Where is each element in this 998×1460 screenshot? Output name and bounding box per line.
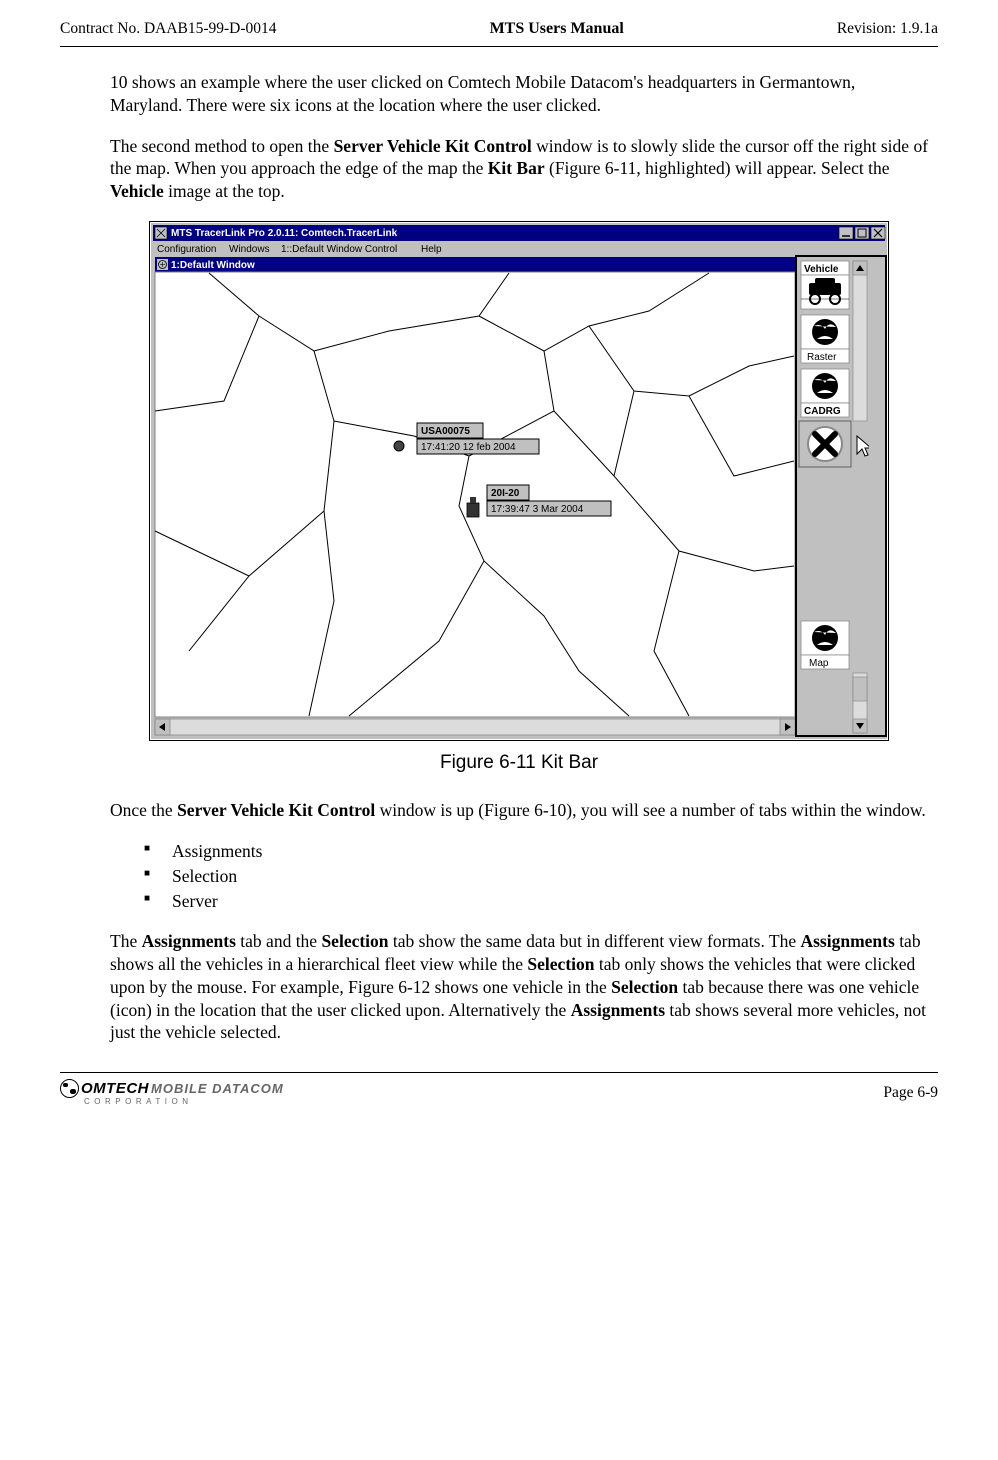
app-v-scrollbar[interactable] — [869, 257, 885, 735]
window-controls[interactable] — [839, 227, 885, 239]
figure-screenshot: MTS TracerLink Pro 2.0.11: Comtech.Trace… — [110, 221, 928, 741]
window-title: MTS TracerLink Pro 2.0.11: Comtech.Trace… — [171, 228, 398, 239]
kit-cadrg-button[interactable]: CADRG — [801, 369, 849, 417]
page-header: Contract No. DAAB15-99-D-0014 MTS Users … — [60, 20, 938, 38]
svg-text:20I-20: 20I-20 — [491, 488, 520, 499]
header-right: Revision: 1.9.1a — [837, 20, 938, 38]
text: window is up (Figure 6-10), you will see… — [375, 800, 926, 820]
paragraph-2: The second method to open the Server Veh… — [110, 135, 928, 203]
paragraph-1: 10 shows an example where the user click… — [110, 71, 928, 117]
bold-text: Server Vehicle Kit Control — [334, 136, 532, 156]
svg-text:CADRG: CADRG — [804, 406, 841, 417]
paragraph-3: Once the Server Vehicle Kit Control wind… — [110, 799, 928, 822]
kit-close-button[interactable] — [799, 421, 851, 467]
globe-icon — [60, 1079, 79, 1098]
bold-text: Selection — [527, 954, 594, 974]
list-item: Selection — [144, 865, 928, 888]
logo-brand-text: OMTECH — [81, 1080, 149, 1097]
kit-vehicle-button[interactable]: Vehicle — [801, 261, 849, 309]
text: tab show the same data but in different … — [389, 931, 801, 951]
header-left: Contract No. DAAB15-99-D-0014 — [60, 20, 277, 38]
bold-text: Server Vehicle Kit Control — [177, 800, 375, 820]
menu-item[interactable]: Windows — [229, 244, 270, 255]
footer-rule — [60, 1072, 938, 1073]
text: The — [110, 931, 142, 951]
svg-text:USA00075: USA00075 — [421, 426, 470, 437]
text: tab and the — [236, 931, 322, 951]
page-number: Page 6-9 — [883, 1084, 938, 1102]
text: image at the top. — [164, 181, 285, 201]
logo-sub-text: MOBILE DATACOM — [151, 1081, 284, 1096]
svg-text:17:39:47 3 Mar 2004: 17:39:47 3 Mar 2004 — [491, 504, 584, 515]
text: Once the — [110, 800, 177, 820]
bold-text: Selection — [321, 931, 388, 951]
header-center: MTS Users Manual — [490, 20, 624, 38]
logo-corporation-text: CORPORATION — [84, 1097, 284, 1106]
svg-text:Vehicle: Vehicle — [804, 264, 839, 275]
kit-raster-button[interactable]: Raster — [801, 315, 849, 363]
svg-text:17:41:20 12 feb 2004: 17:41:20 12 feb 2004 — [421, 442, 516, 453]
page-footer: OMTECH MOBILE DATACOM CORPORATION Page 6… — [60, 1079, 938, 1106]
paragraph-4: The Assignments tab and the Selection ta… — [110, 930, 928, 1044]
text: (Figure 6-11, highlighted) will appear. … — [545, 158, 890, 178]
text: The second method to open the — [110, 136, 334, 156]
kit-scrollbar[interactable] — [853, 261, 867, 421]
bold-text: Kit Bar — [488, 158, 545, 178]
tabs-list: Assignments Selection Server — [144, 840, 928, 912]
svg-text:Raster: Raster — [807, 352, 837, 363]
subwindow-title: 1:Default Window — [171, 260, 255, 271]
figure-caption: Figure 6-11 Kit Bar — [110, 751, 928, 776]
bold-text: Assignments — [800, 931, 894, 951]
list-item: Server — [144, 890, 928, 913]
menu-item[interactable]: Configuration — [157, 244, 216, 255]
content-area: 10 shows an example where the user click… — [60, 71, 938, 1044]
svg-text:Map: Map — [809, 658, 829, 669]
kit-map-button[interactable]: Map — [801, 621, 849, 669]
company-logo: OMTECH MOBILE DATACOM CORPORATION — [60, 1079, 284, 1106]
menu-item[interactable]: Help — [421, 244, 442, 255]
bold-text: Selection — [611, 977, 678, 997]
bold-text: Assignments — [571, 1000, 665, 1020]
header-rule — [60, 46, 938, 47]
bold-text: Vehicle — [110, 181, 164, 201]
h-scrollbar[interactable] — [155, 719, 795, 735]
bold-text: Assignments — [142, 931, 236, 951]
menu-item[interactable]: 1::Default Window Control — [281, 244, 397, 255]
list-item: Assignments — [144, 840, 928, 863]
